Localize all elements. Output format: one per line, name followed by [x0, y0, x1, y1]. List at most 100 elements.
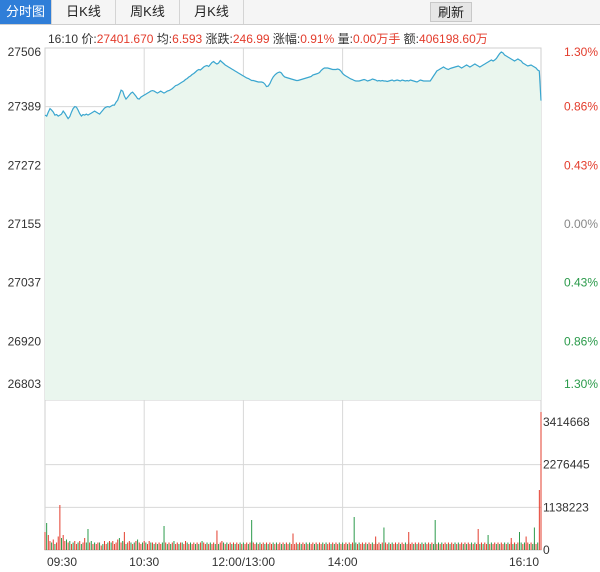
volume-bar	[171, 542, 173, 550]
volume-bar	[193, 542, 195, 550]
volume-bar	[332, 542, 334, 550]
volume-bar	[327, 544, 329, 550]
volume-bar	[507, 542, 509, 550]
volume-bar	[242, 542, 244, 550]
volume-bar	[269, 542, 271, 550]
volume-bar	[113, 544, 115, 550]
volume-spike	[292, 533, 294, 550]
volume-bar	[304, 544, 306, 550]
tab-monthly-k[interactable]: 月K线	[180, 0, 244, 24]
volume-bar	[495, 544, 497, 550]
volume-bar	[466, 544, 468, 550]
volume-bar	[490, 542, 492, 550]
volume-bar	[143, 541, 145, 550]
volume-bar	[454, 542, 456, 550]
volume-spike	[251, 520, 253, 550]
volume-bar	[323, 544, 325, 550]
volume-bar	[352, 542, 354, 550]
volume-bar	[355, 542, 357, 550]
volume-bar	[254, 544, 256, 550]
tab-bar: 分时图 日K线 周K线 月K线 刷新	[0, 0, 600, 25]
volume-bar	[264, 544, 266, 550]
volume-bar	[213, 542, 215, 550]
volume-bar	[299, 542, 301, 550]
volume-bar	[77, 542, 79, 550]
volume-bar	[368, 542, 370, 550]
volume-spike	[533, 527, 535, 550]
pct-label: 涨幅:	[272, 32, 301, 46]
volume-bar	[285, 542, 287, 550]
volume-spike	[123, 532, 125, 550]
tab-daily-k[interactable]: 日K线	[52, 0, 116, 24]
volume-bar	[522, 544, 524, 550]
volume-bar	[391, 542, 393, 550]
volume-bar	[370, 544, 372, 550]
volume-bar	[376, 544, 378, 550]
volume-bar	[259, 542, 261, 550]
volume-bar	[421, 542, 423, 550]
volume-panel	[44, 399, 542, 551]
volume-bar	[411, 542, 413, 550]
volume-bar	[335, 542, 337, 550]
volume-bar	[520, 542, 522, 550]
price-label: 价:	[81, 32, 97, 46]
volume-bar	[414, 542, 416, 550]
volume-bar	[363, 544, 365, 550]
volume-bar	[229, 542, 231, 550]
volume-bar	[282, 542, 284, 550]
price-tick-label: 27272	[8, 158, 42, 172]
volume-bar	[401, 542, 403, 550]
volume-bar	[224, 544, 226, 550]
volume-bar	[398, 542, 400, 550]
volume-bar	[266, 542, 268, 550]
volume-bar	[338, 542, 340, 550]
tab-intraday[interactable]: 分时图	[0, 0, 52, 24]
volume-bar	[191, 544, 193, 550]
tab-weekly-k[interactable]: 周K线	[116, 0, 180, 24]
volume-bar	[52, 539, 54, 550]
volume-bar	[419, 544, 421, 550]
avg-label: 均:	[156, 32, 173, 46]
volume-bar	[160, 544, 162, 550]
pct-value: 0.91%	[300, 32, 335, 46]
volume-bar	[97, 542, 99, 550]
volume-bar	[438, 542, 439, 550]
volume-bar	[127, 542, 129, 550]
volume-bar	[297, 544, 299, 550]
volume-bar	[515, 544, 517, 550]
volume-bar	[44, 532, 46, 550]
volume-bar	[158, 542, 160, 550]
volume-bar	[54, 544, 56, 550]
volume-bar	[165, 542, 167, 550]
price-tick-label: 27506	[8, 45, 42, 59]
volume-bar	[472, 544, 474, 550]
volume-bar	[360, 544, 362, 550]
refresh-button[interactable]: 刷新	[430, 2, 472, 22]
volume-spike	[408, 532, 410, 550]
volume-bar	[456, 544, 458, 550]
volume-bar	[441, 542, 443, 550]
volume-spike	[163, 526, 165, 550]
volume-bar	[107, 542, 109, 550]
volume-bar	[451, 542, 453, 550]
volume-bar	[236, 542, 238, 550]
volume-bar	[393, 544, 395, 550]
volume-bar	[467, 542, 469, 550]
volume-bar	[333, 544, 335, 550]
volume-bar	[325, 542, 327, 550]
volume-bar	[92, 544, 94, 550]
volume-bar	[390, 544, 392, 550]
volume-bar	[459, 544, 461, 550]
volume-bar	[403, 544, 405, 550]
volume-bar	[489, 544, 491, 550]
volume-bar	[343, 544, 345, 550]
volume-bar	[72, 542, 74, 550]
volume-bar	[315, 542, 317, 550]
volume-bar	[190, 542, 191, 550]
price-area	[45, 52, 541, 400]
volume-bar	[194, 544, 196, 550]
volume-bar	[381, 542, 383, 550]
volume-bar	[528, 544, 530, 550]
volume-bar	[89, 542, 91, 550]
volume-bar	[118, 538, 120, 550]
